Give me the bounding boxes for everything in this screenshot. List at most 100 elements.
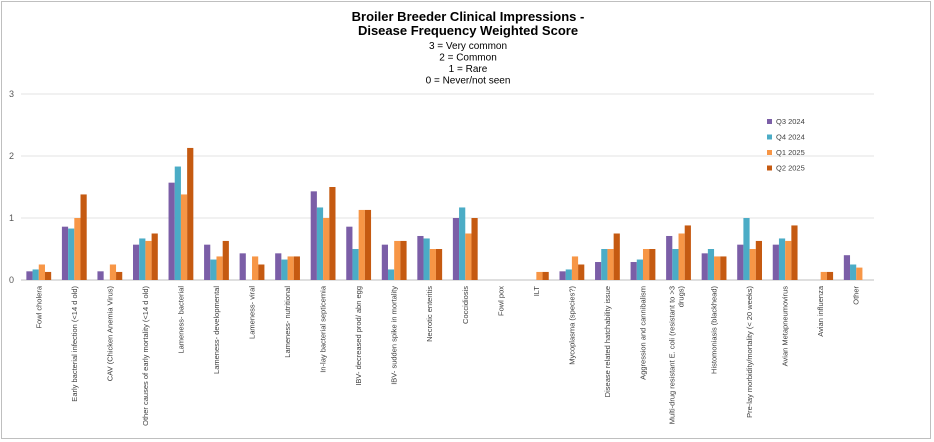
bar-q2-2025 [80, 194, 87, 280]
bar-q1-2025 [145, 240, 152, 280]
bar-q4-2024 [778, 238, 786, 280]
category-label: Other causes of early mortality (<14 d o… [141, 286, 150, 426]
bar-q3-2024 [630, 262, 637, 280]
bar-q3-2024 [346, 226, 353, 280]
chart-subtitle-line: 2 = Common [439, 53, 497, 64]
y-axis-ticks: 0 1 2 3 [9, 89, 14, 285]
bar-q4-2024 [707, 249, 715, 280]
bar-q1-2025 [109, 264, 117, 280]
bar-q4-2024 [174, 166, 181, 280]
bar-q1-2025 [856, 267, 863, 280]
bar-q3-2024 [204, 244, 211, 280]
bar-q3-2024 [772, 244, 779, 280]
bar-q1-2025 [216, 256, 223, 280]
bar-q1-2025 [607, 249, 614, 280]
bar-q2-2025 [44, 271, 52, 280]
legend-label: Q3 2024 [776, 117, 805, 126]
bar-q4-2024 [423, 238, 430, 280]
category-label: Lameness- nutritional [283, 286, 292, 358]
bar-q2-2025 [400, 240, 407, 280]
bar-q3-2024 [701, 253, 708, 280]
bar-q1-2025 [74, 218, 81, 280]
bar-q2-2025 [755, 240, 762, 280]
chart-subtitle-line: 0 = Never/not seen [426, 76, 511, 87]
bar-q3-2024 [168, 182, 175, 280]
y-tick-label: 2 [9, 151, 14, 161]
legend-label: Q1 2025 [776, 148, 805, 157]
bar-q1-2025 [749, 249, 756, 280]
bar-q4-2024 [850, 264, 857, 280]
bar-q1-2025 [536, 271, 543, 280]
bar-q4-2024 [387, 269, 395, 280]
bar-q4-2024 [210, 259, 217, 280]
category-label: Lameness- developmental [212, 286, 221, 374]
bar-q4-2024 [32, 269, 39, 280]
bar-q2-2025 [222, 240, 229, 280]
bar-q3-2024 [381, 244, 388, 280]
chart-title-line: Broiler Breeder Clinical Impressions - [352, 9, 585, 24]
bar-q1-2025 [785, 240, 792, 280]
bar-q1-2025 [394, 240, 401, 280]
bar-q4-2024 [68, 228, 75, 280]
bar-q2-2025 [187, 147, 194, 280]
bar-q3-2024 [275, 253, 282, 280]
chart-title-group: Broiler Breeder Clinical Impressions -Di… [352, 9, 585, 87]
bar-q1-2025 [38, 264, 45, 280]
bar-q3-2024 [452, 218, 460, 280]
category-label: Other [852, 286, 861, 305]
bar-q1-2025 [323, 218, 330, 280]
y-tick-label: 3 [9, 89, 14, 99]
category-label: Necrotic enteritis [425, 286, 434, 342]
category-label: Disease related hatchability issue [603, 286, 612, 397]
chart-title-line: Disease Frequency Weighted Score [358, 23, 578, 38]
y-tick-label: 0 [9, 275, 14, 285]
bar-q2-2025 [258, 264, 265, 280]
category-label: Avian Metapneumovirus [781, 286, 790, 367]
bar-q2-2025 [613, 233, 620, 280]
chart-subtitle-line: 1 = Rare [449, 64, 488, 75]
category-label: Early bacterial infection (<14 d old) [70, 285, 79, 401]
category-label: Avian influenza [816, 285, 825, 337]
bar-q3-2024 [737, 244, 744, 280]
bar-q4-2024 [459, 207, 466, 280]
bar-q2-2025 [578, 264, 585, 280]
category-label: Pre-lay morbidity/mortality (< 20 weeks) [745, 286, 754, 418]
bar-q2-2025 [791, 225, 798, 280]
bar-q1-2025 [252, 256, 259, 280]
bar-q3-2024 [239, 253, 246, 280]
y-tick-label: 1 [9, 213, 14, 223]
bar-q2-2025 [649, 249, 656, 280]
bar-q2-2025 [684, 225, 691, 280]
bar-q2-2025 [720, 256, 727, 280]
gridlines [21, 93, 874, 281]
category-label: In-lay bacterial septicemia [319, 285, 328, 373]
bar-q2-2025 [542, 271, 549, 280]
legend-label: Q4 2024 [776, 133, 805, 142]
legend: Q3 2024 Q4 2024 Q1 2025 Q2 2025 [767, 117, 805, 173]
category-label: Mycoplasma (species?) [567, 286, 576, 365]
bar-q1-2025 [820, 271, 827, 280]
bar-q3-2024 [417, 235, 424, 280]
bar-q4-2024 [672, 249, 679, 280]
x-axis-categories: Fowl cholera Early bacterial infection (<… [34, 285, 860, 426]
category-label: Histomoniasis (blackhead) [710, 285, 719, 373]
bar-q4-2024 [636, 259, 643, 280]
bar-q1-2025 [642, 249, 650, 280]
bar-q2-2025 [364, 209, 372, 280]
category-label: Aggression and cannibalism [639, 286, 648, 380]
category-label: ILT [532, 286, 541, 297]
category-label: Lameness- viral [248, 286, 257, 339]
bar-q1-2025 [180, 194, 188, 280]
category-label: Fowl cholera [34, 285, 43, 328]
bar-q1-2025 [678, 233, 685, 280]
bar-q3-2024 [61, 226, 69, 280]
bar-q4-2024 [316, 207, 324, 280]
category-label: Coccidiosis [461, 286, 470, 324]
bar-q2-2025 [826, 271, 834, 280]
bars [26, 147, 863, 280]
category-label: Lameness- bacterial [176, 286, 185, 354]
bar-q3-2024 [559, 271, 566, 280]
bar-q4-2024 [565, 269, 572, 280]
bar-q2-2025 [435, 249, 443, 280]
